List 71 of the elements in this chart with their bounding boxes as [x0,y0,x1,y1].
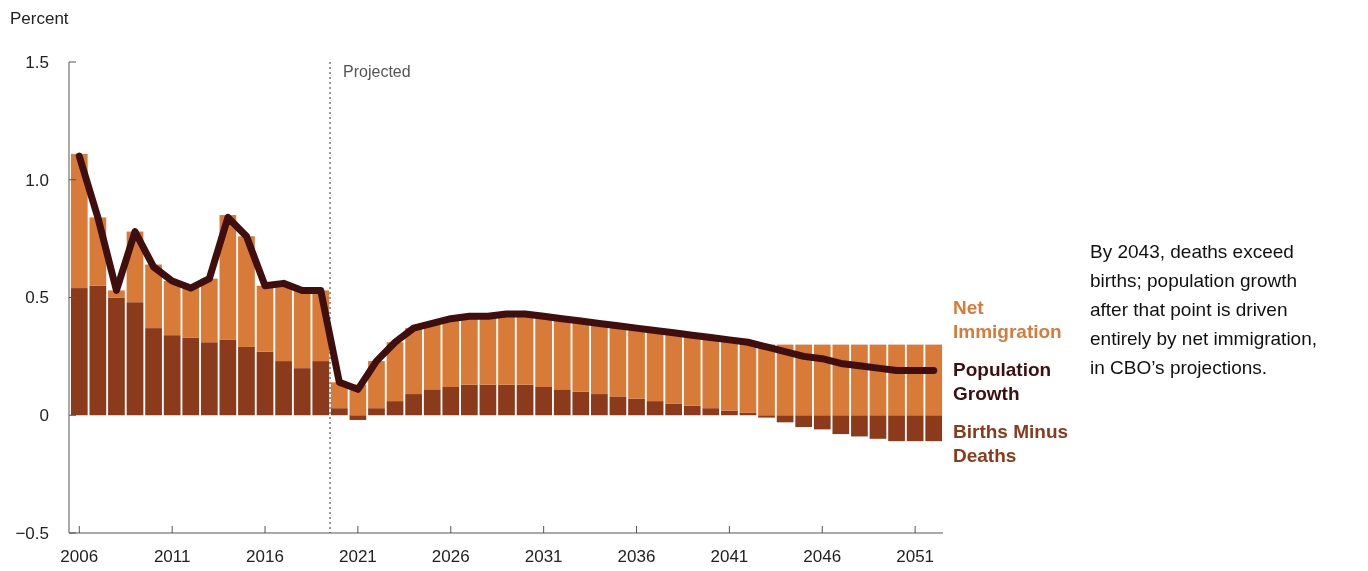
bar [219,339,237,416]
bar [851,344,868,416]
bar [275,361,292,416]
y-tick-label: 0.5 [25,288,49,308]
bar [646,401,664,416]
bar [405,394,422,416]
bar [479,316,497,385]
x-tick-label: 2051 [896,547,935,566]
bar [535,386,553,416]
bar [851,415,868,437]
bar [256,285,274,352]
bar [368,408,385,416]
x-tick-label: 2041 [710,547,749,566]
bar [386,401,404,416]
y-tick-label: 1.0 [25,170,49,190]
bar [256,351,274,416]
bar [609,325,627,397]
x-tick-label: 2016 [246,547,284,566]
bar [70,288,88,416]
x-tick-label: 2021 [338,547,377,566]
bar [628,328,645,399]
bar [628,398,645,416]
y-axis-title: Percent [10,9,69,28]
bar [776,415,794,423]
bar [498,384,515,416]
x-tick-label: 2046 [803,547,842,566]
series-label: Births Minus Deaths [953,420,1069,466]
x-tick-label: 2031 [524,547,563,566]
x-tick-label: 2026 [431,547,470,566]
bar [646,330,664,402]
bar [721,339,738,411]
bar [108,297,125,416]
bar [200,342,218,416]
bar [795,415,813,428]
bar [238,236,255,347]
bar [925,415,943,442]
bar [906,415,924,442]
x-tick-label: 2036 [617,547,656,566]
bar [330,408,348,416]
bar [145,264,162,329]
bar [591,394,608,416]
series-label: Net Immigration [953,296,1062,342]
bar [535,316,553,387]
bar [460,384,478,416]
series-label: Population Growth [953,358,1052,404]
bar [145,328,162,416]
bar [665,332,683,404]
bar [758,415,775,418]
text: By 2043, deaths exceed births; population growth after that point is driven entirely by net immigration, in CBO’s projections. [1090,241,1318,378]
bar [405,328,422,395]
bar [89,285,107,416]
x-tick-label: 2006 [60,547,99,566]
bar [516,384,534,416]
bar [591,323,608,395]
bar [739,342,757,413]
bar [349,415,367,420]
bar [888,415,905,442]
y-tick-label: −0.5 [15,523,49,543]
bar [925,344,943,416]
bar [869,415,887,439]
bar [70,153,88,289]
bar [200,278,218,343]
y-tick-label: 1.5 [25,52,49,72]
y-tick-label: 0 [39,406,49,426]
bar [479,384,497,416]
bar [665,403,683,416]
bar [126,302,144,416]
ref-line-label: Projected [343,63,411,80]
bar [238,346,255,416]
bar [609,396,627,416]
x-tick-label: 2011 [153,547,191,566]
